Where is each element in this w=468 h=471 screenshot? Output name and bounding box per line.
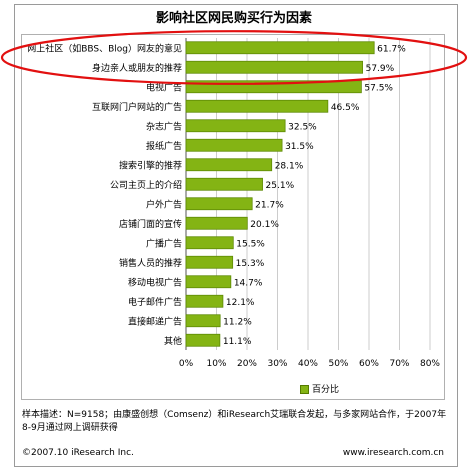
category-label: 店铺门面的宣传 xyxy=(119,218,182,230)
bar xyxy=(185,333,221,347)
legend-swatch xyxy=(300,385,309,394)
x-tick-label: 80% xyxy=(420,359,440,369)
legend: 百分比 xyxy=(300,382,339,395)
bar xyxy=(185,119,286,133)
category-label: 互联网门户网站的广告 xyxy=(92,101,182,113)
category-label: 直接邮递广告 xyxy=(128,315,182,327)
bar xyxy=(185,99,329,113)
sample-note: 样本描述：N=9158；由康盛创想（Comsenz）和iResearch艾瑞联合… xyxy=(22,410,447,433)
category-label: 身边亲人或朋友的推荐 xyxy=(92,62,182,74)
value-label: 14.7% xyxy=(234,278,263,288)
x-tick-label: 50% xyxy=(328,359,348,369)
x-tick-label: 40% xyxy=(298,359,318,369)
bar xyxy=(185,216,248,230)
value-label: 25.1% xyxy=(266,181,295,191)
x-tick-label: 70% xyxy=(389,359,409,369)
chart-title: 影响社区网民购买行为因素 xyxy=(155,11,312,26)
value-label: 61.7% xyxy=(377,44,406,54)
category-label: 电子邮件广告 xyxy=(128,296,182,308)
category-label: 电视广告 xyxy=(146,81,182,93)
value-label: 12.1% xyxy=(226,298,255,308)
category-label: 公司主页上的介绍 xyxy=(110,179,182,191)
x-tick-label: 30% xyxy=(267,359,287,369)
x-tick-label: 10% xyxy=(206,359,226,369)
bar xyxy=(185,255,234,269)
highlight-ellipse xyxy=(0,30,468,85)
bar xyxy=(185,275,232,289)
category-label: 广播广告 xyxy=(146,237,182,249)
bar xyxy=(185,177,263,191)
bar xyxy=(185,41,375,55)
bar xyxy=(185,158,273,172)
copyright-text: ©2007.10 iResearch Inc. xyxy=(22,448,134,458)
value-label: 31.5% xyxy=(285,142,314,152)
value-label: 46.5% xyxy=(331,103,360,113)
value-label: 57.5% xyxy=(364,83,393,93)
bar xyxy=(185,236,234,250)
x-tick-label: 20% xyxy=(237,359,257,369)
category-label: 户外广告 xyxy=(146,198,182,210)
chart-frame xyxy=(14,4,458,467)
value-label: 15.5% xyxy=(236,239,265,249)
bar xyxy=(185,60,363,74)
category-label: 报纸广告 xyxy=(146,140,182,152)
plot-area xyxy=(21,34,445,400)
category-label: 销售人员的推荐 xyxy=(119,257,182,269)
legend-label: 百分比 xyxy=(312,385,340,395)
x-tick-label: 0% xyxy=(179,359,194,369)
x-tick-label: 60% xyxy=(359,359,379,369)
bar xyxy=(185,294,224,308)
category-label: 移动电视广告 xyxy=(128,276,182,288)
value-label: 20.1% xyxy=(250,220,279,230)
category-label: 其他 xyxy=(164,335,182,347)
bar xyxy=(185,197,253,211)
category-label: 网上社区（如BBS、Blog）网友的意见 xyxy=(27,42,182,54)
bar xyxy=(185,138,283,152)
value-label: 28.1% xyxy=(275,161,304,171)
category-label: 搜索引擎的推荐 xyxy=(119,159,182,171)
value-label: 21.7% xyxy=(255,200,284,210)
value-label: 11.2% xyxy=(223,317,252,327)
bar xyxy=(185,314,221,328)
value-label: 32.5% xyxy=(288,122,317,132)
website-text: www.iresearch.com.cn xyxy=(342,448,444,458)
value-label: 57.9% xyxy=(366,64,395,74)
category-label: 杂志广告 xyxy=(146,120,182,132)
value-label: 15.3% xyxy=(236,259,265,269)
value-label: 11.1% xyxy=(223,337,252,347)
